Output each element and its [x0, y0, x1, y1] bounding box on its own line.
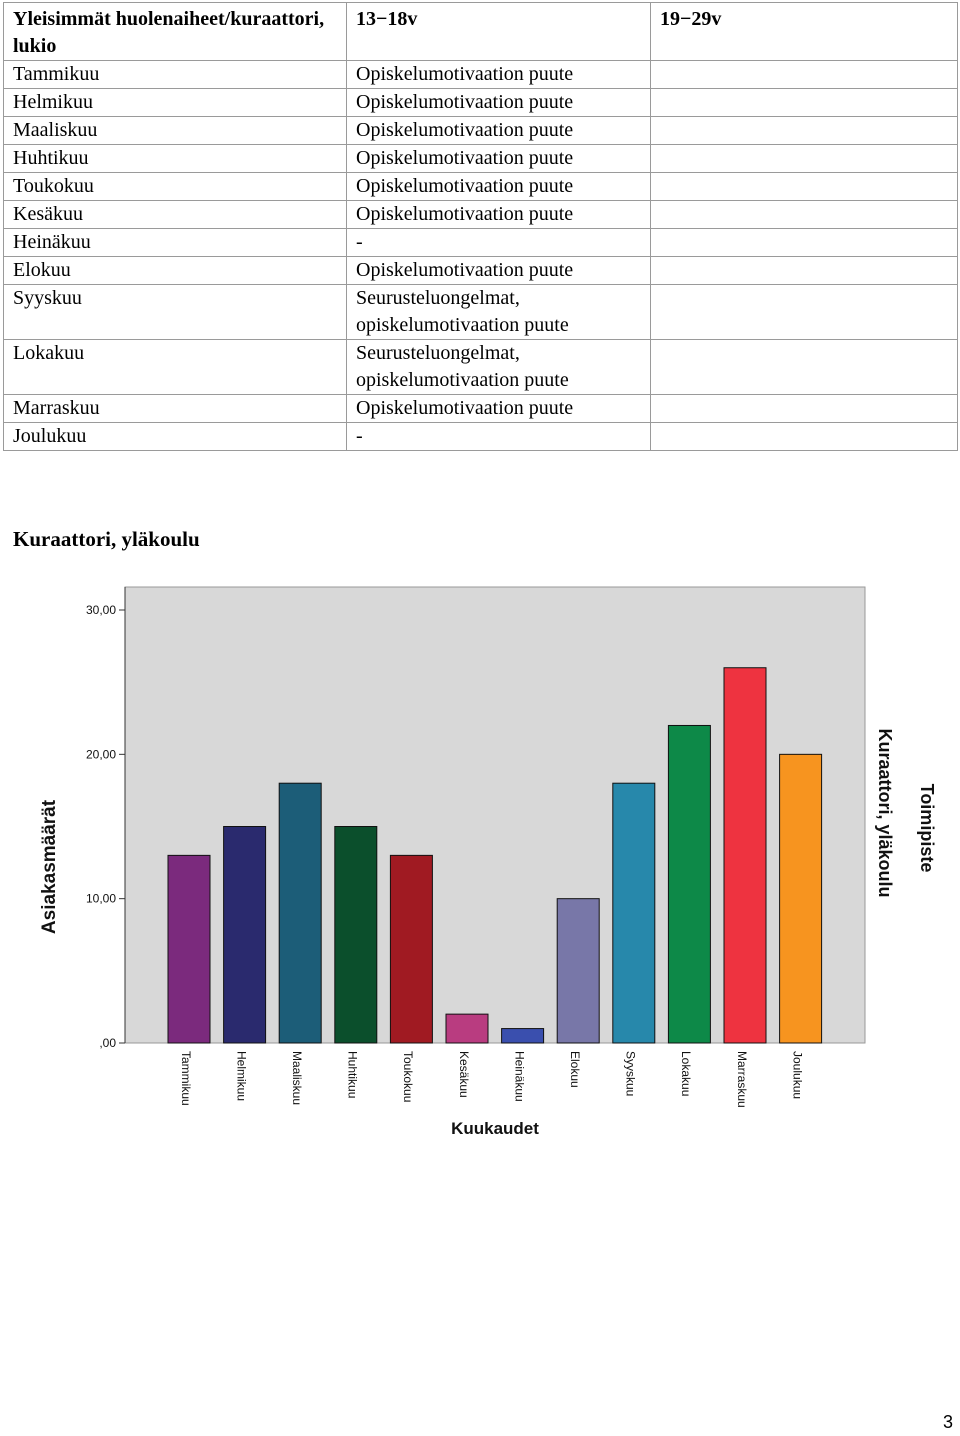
age-13-18-cell: -: [346, 228, 651, 257]
age-19-29-cell: [650, 60, 958, 89]
x-tick-label: Maaliskuu: [290, 1051, 304, 1105]
month-cell: Heinäkuu: [3, 228, 347, 257]
bar: [667, 724, 711, 1044]
x-axis-label: Kuukaudet: [451, 1119, 539, 1138]
age-13-18-cell: Seurusteluongelmat, opiskelumotivaation …: [346, 339, 651, 395]
y-tick-label: ,00: [99, 1036, 116, 1050]
bar: [334, 826, 378, 1044]
x-tick-label: Toukokuu: [401, 1051, 415, 1102]
age-13-18-cell: -: [346, 422, 651, 451]
month-cell: Huhtikuu: [3, 144, 347, 173]
age-19-29-cell: [650, 116, 958, 145]
age-13-18-cell: Opiskelumotivaation puute: [346, 200, 651, 229]
age-13-18-cell: Opiskelumotivaation puute: [346, 60, 651, 89]
table-row: Joulukuu -: [3, 422, 958, 451]
age-19-29-cell: [650, 284, 958, 340]
age-13-18-cell: Opiskelumotivaation puute: [346, 394, 651, 423]
age-19-29-cell: [650, 200, 958, 229]
table-row: Elokuu Opiskelumotivaation puute: [3, 256, 958, 285]
bar: [723, 667, 767, 1044]
bar: [278, 782, 322, 1044]
table-row: Syyskuu Seurusteluongelmat, opiskelumotiv…: [3, 284, 958, 340]
bar: [167, 854, 211, 1044]
section-heading: Kuraattori, yläkoulu: [13, 527, 200, 551]
bar: [223, 826, 267, 1044]
table-row: Heinäkuu -: [3, 228, 958, 257]
age-19-29-cell: [650, 228, 958, 257]
age-13-18-cell: Opiskelumotivaation puute: [346, 144, 651, 173]
concerns-table: Yleisimmät huolenaiheet/kuraattori, luki…: [3, 2, 958, 451]
month-cell: Joulukuu: [3, 422, 347, 451]
month-cell: Kesäkuu: [3, 200, 347, 229]
y-tick-label: 10,00: [86, 892, 116, 906]
bar: [445, 1013, 489, 1044]
table-row: Kesäkuu Opiskelumotivaation puute: [3, 200, 958, 229]
age-19-29-cell: [650, 422, 958, 451]
month-cell: Toukokuu: [3, 172, 347, 201]
table-body: Tammikuu Opiskelumotivaation puute Helmiku…: [3, 60, 958, 451]
month-cell: Marraskuu: [3, 394, 347, 423]
y-tick-label: 30,00: [86, 603, 116, 617]
page-number: 3: [942, 1412, 953, 1432]
bar: [501, 1028, 545, 1044]
age-13-18-cell: Opiskelumotivaation puute: [346, 116, 651, 145]
table-row: Maaliskuu Opiskelumotivaation puute: [3, 116, 958, 145]
month-cell: Syyskuu: [3, 284, 347, 340]
table-row: Huhtikuu Opiskelumotivaation puute: [3, 144, 958, 173]
y-axis-label: Asiakasmäärät: [39, 799, 60, 934]
y-axis: ,00 10,00 20,00 30,00: [86, 587, 126, 1050]
bar: [779, 753, 823, 1044]
x-tick-labels: Tammikuu Helmikuu Maaliskuu Huhtikuu Toukoku…: [179, 1051, 805, 1108]
header-age-19-29: 19−29v: [650, 2, 958, 61]
x-tick-label: Joulukuu: [790, 1051, 804, 1099]
age-19-29-cell: [650, 88, 958, 117]
month-cell: Tammikuu: [3, 60, 347, 89]
age-19-29-cell: [650, 339, 958, 395]
x-tick-label: Marraskuu: [735, 1051, 749, 1108]
table-row: Helmikuu Opiskelumotivaation puute: [3, 88, 958, 117]
age-13-18-cell: Opiskelumotivaation puute: [346, 88, 651, 117]
age-13-18-cell: Seurusteluongelmat, opiskelumotivaation …: [346, 284, 651, 340]
age-13-18-cell: Opiskelumotivaation puute: [346, 256, 651, 285]
age-19-29-cell: [650, 172, 958, 201]
table-row: Toukokuu Opiskelumotivaation puute: [3, 172, 958, 201]
age-19-29-cell: [650, 394, 958, 423]
age-13-18-cell: Opiskelumotivaation puute: [346, 172, 651, 201]
table-row: Marraskuu Opiskelumotivaation puute: [3, 394, 958, 423]
x-tick-label: Huhtikuu: [346, 1051, 360, 1098]
x-tick-label: Kesäkuu: [457, 1051, 471, 1098]
bars: [167, 667, 823, 1044]
table-row: Tammikuu Opiskelumotivaation puute: [3, 60, 958, 89]
month-cell: Elokuu: [3, 256, 347, 285]
y-tick-label: 20,00: [86, 747, 116, 761]
x-tick-label: Helmikuu: [234, 1051, 248, 1101]
legend-entry: Kuraattori, yläkoulu: [875, 728, 895, 897]
bar: [556, 898, 600, 1044]
table-header-row: Yleisimmät huolenaiheet/kuraattori, luki…: [3, 2, 958, 61]
x-tick-label: Heinäkuu: [512, 1051, 526, 1102]
legend-title: Toimipiste: [917, 784, 937, 873]
x-tick-label: Tammikuu: [179, 1051, 193, 1106]
header-concerns: Yleisimmät huolenaiheet/kuraattori, luki…: [3, 2, 347, 61]
bar: [612, 782, 656, 1044]
x-tick-label: Lokakuu: [679, 1051, 693, 1096]
month-cell: Helmikuu: [3, 88, 347, 117]
bar-chart: ,00 10,00 20,00 30,00 Tammikuu Helmikuu Maali…: [39, 586, 937, 1138]
month-cell: Lokakuu: [3, 339, 347, 395]
bar: [389, 854, 433, 1044]
header-age-13-18: 13−18v: [346, 2, 651, 61]
month-cell: Maaliskuu: [3, 116, 347, 145]
age-19-29-cell: [650, 144, 958, 173]
x-tick-label: Syyskuu: [624, 1051, 638, 1096]
table-row: Lokakuu Seurusteluongelmat, opiskelumotiv…: [3, 339, 958, 395]
x-tick-label: Elokuu: [568, 1051, 582, 1088]
age-19-29-cell: [650, 256, 958, 285]
